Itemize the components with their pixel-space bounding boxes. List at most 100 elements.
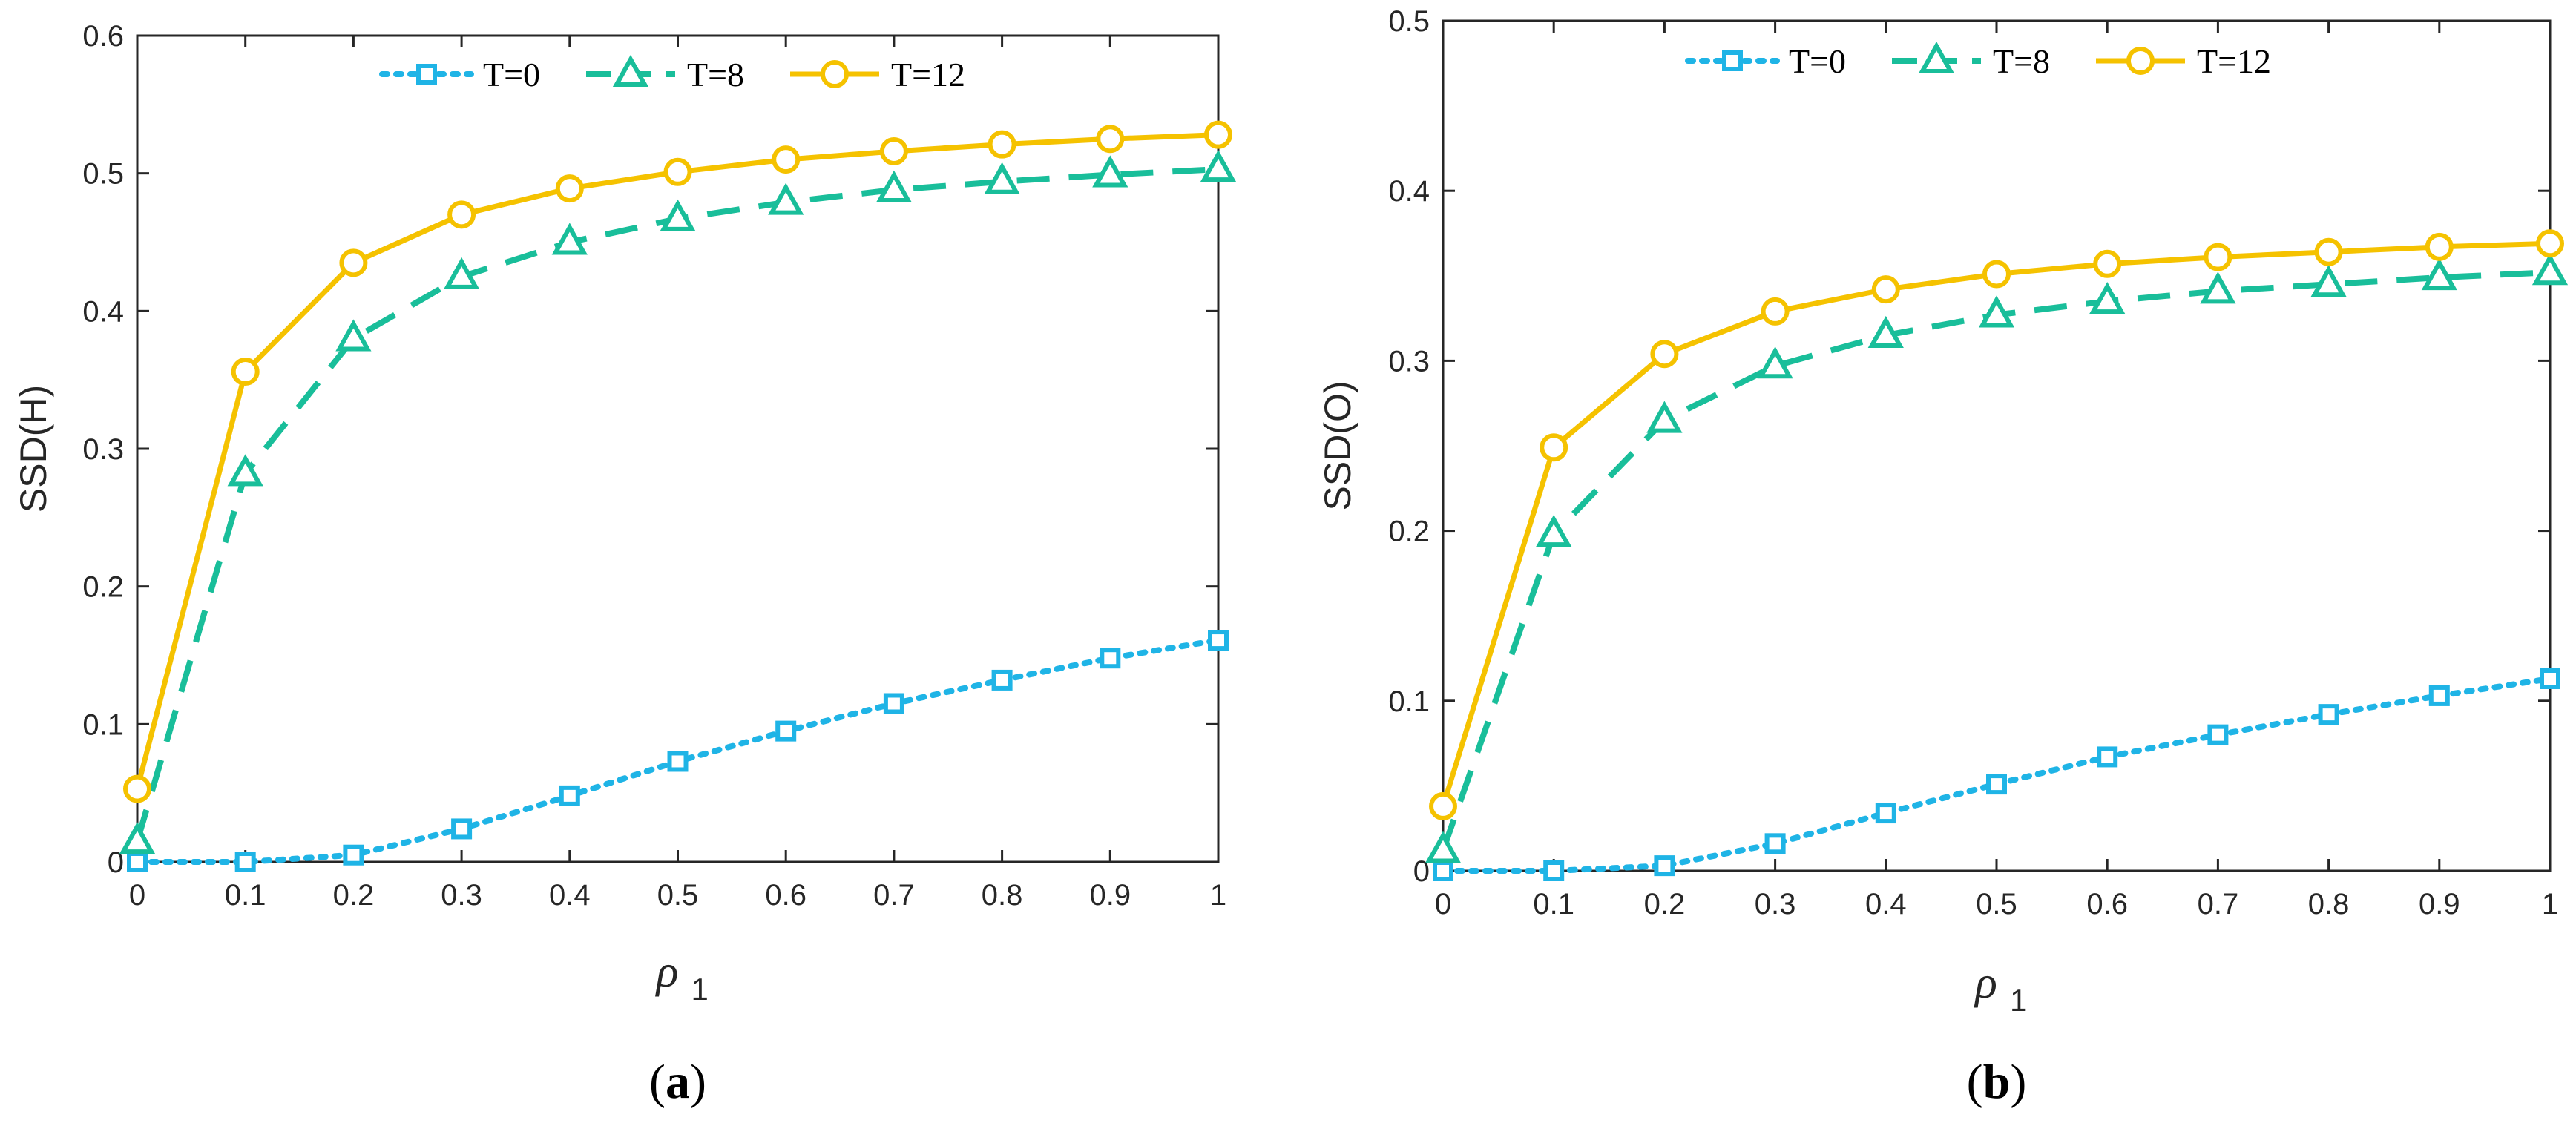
data-point-t12 [1761, 297, 1790, 326]
panel-label: (b) [1967, 1055, 2027, 1109]
legend-marker [1918, 41, 1955, 73]
data-point-t12 [2204, 243, 2232, 271]
data-point-t0 [1433, 860, 1453, 881]
data-point-t12 [123, 774, 151, 803]
data-point-t0 [2428, 685, 2450, 706]
y-tick-label: 0.5 [1388, 5, 1430, 38]
data-point-t12 [2314, 237, 2343, 266]
x-tick-label: 0.7 [2198, 888, 2239, 921]
data-point-t8 [984, 162, 1020, 194]
data-point-t12 [339, 248, 368, 277]
x-tick-label: 0.3 [1755, 888, 1796, 921]
x-tick-label: 0.1 [1533, 888, 1574, 921]
legend-label: T=0 [483, 56, 540, 93]
data-point-t0 [1208, 630, 1229, 651]
y-tick-label: 0.4 [1388, 175, 1430, 208]
x-tick-label: 0.5 [657, 879, 699, 912]
data-point-t12 [772, 145, 801, 174]
legend-label: T=8 [1993, 42, 2050, 80]
x-tick-label: 0.8 [2308, 888, 2350, 921]
x-tick-label: 0.4 [1865, 888, 1907, 921]
x-axis-label: ρ [1974, 958, 1997, 1008]
x-tick-label: 0.2 [1644, 888, 1686, 921]
data-point-t8 [2089, 282, 2126, 314]
data-point-t12 [447, 200, 476, 229]
data-point-t8 [1092, 155, 1128, 188]
y-tick-label: 0 [108, 846, 124, 879]
data-point-t12 [2093, 249, 2122, 278]
data-point-t0 [991, 669, 1013, 691]
panel-label: (a) [649, 1055, 706, 1109]
data-point-t8 [1978, 295, 2015, 328]
x-tick-label: 1 [1210, 879, 1226, 912]
data-point-t8 [1646, 401, 1683, 433]
data-point-t12 [663, 157, 692, 186]
data-point-t0 [559, 785, 580, 806]
data-point-t8 [660, 199, 696, 231]
y-tick-label: 0.2 [82, 571, 124, 604]
x-tick-label: 0 [129, 879, 145, 912]
legend-label: T=0 [1789, 42, 1846, 80]
data-point-t12 [1096, 125, 1125, 154]
y-tick-label: 0.1 [1388, 685, 1430, 718]
legend-label: T=12 [891, 56, 965, 93]
data-point-t8 [2310, 265, 2347, 297]
data-point-t12 [1871, 275, 1900, 304]
legend-marker [821, 60, 849, 88]
data-point-t0 [667, 751, 689, 772]
data-point-t8 [768, 182, 804, 215]
data-point-t0 [2097, 746, 2118, 768]
legend-label: T=12 [2197, 42, 2271, 80]
x-tick-label: 1 [2542, 888, 2558, 921]
data-point-t8 [119, 822, 156, 854]
data-point-t12 [231, 358, 260, 386]
legend-marker [416, 64, 437, 85]
data-point-t12 [1540, 433, 1568, 462]
x-tick-label: 0.3 [441, 879, 482, 912]
y-tick-label: 0 [1413, 855, 1430, 888]
x-tick-label: 0.9 [1089, 879, 1131, 912]
x-tick-label: 0.9 [2419, 888, 2460, 921]
data-point-t0 [1654, 855, 1675, 877]
y-axis-label: SSD(H) [13, 385, 54, 513]
data-point-t0 [451, 818, 473, 840]
x-tick-label: 0.5 [1976, 888, 2017, 921]
data-point-t8 [443, 257, 480, 289]
data-point-t8 [2200, 271, 2236, 304]
legend-marker [1722, 50, 1743, 71]
data-point-t12 [1204, 120, 1232, 149]
data-point-t12 [1650, 340, 1679, 369]
data-point-t0 [1764, 833, 1786, 854]
data-point-t0 [775, 720, 797, 742]
y-tick-label: 0.5 [82, 158, 124, 191]
data-point-t0 [2318, 704, 2339, 725]
x-axis-label-subscript: 1 [691, 972, 709, 1007]
data-point-t8 [551, 223, 588, 255]
x-axis-label-subscript: 1 [2010, 983, 2027, 1018]
data-point-t8 [1536, 515, 1572, 547]
legend-entry-t8: T=8 [586, 54, 744, 93]
legend-entry-t8: T=8 [1892, 41, 2050, 80]
data-point-t12 [2425, 232, 2454, 261]
x-tick-label: 0 [1435, 888, 1451, 921]
data-point-t12 [1982, 260, 2011, 289]
data-point-t8 [227, 454, 263, 487]
y-tick-label: 0.3 [1388, 345, 1430, 378]
y-tick-label: 0.1 [82, 708, 124, 741]
x-tick-label: 0.6 [765, 879, 806, 912]
data-point-t0 [2540, 668, 2560, 690]
data-point-t0 [1986, 774, 2007, 795]
x-axis-label: ρ [655, 946, 679, 997]
x-tick-label: 0.6 [2086, 888, 2128, 921]
x-tick-label: 0.4 [549, 879, 591, 912]
data-point-t0 [234, 852, 256, 872]
data-point-t12 [879, 136, 908, 165]
legend-marker [2126, 47, 2155, 75]
y-tick-label: 0.2 [1388, 516, 1430, 548]
legend-entry-t12: T=12 [790, 56, 965, 93]
legend-label: T=8 [687, 56, 744, 93]
data-point-t8 [1757, 346, 1793, 379]
legend-entry-t12: T=12 [2096, 42, 2271, 80]
data-point-t12 [988, 130, 1016, 159]
